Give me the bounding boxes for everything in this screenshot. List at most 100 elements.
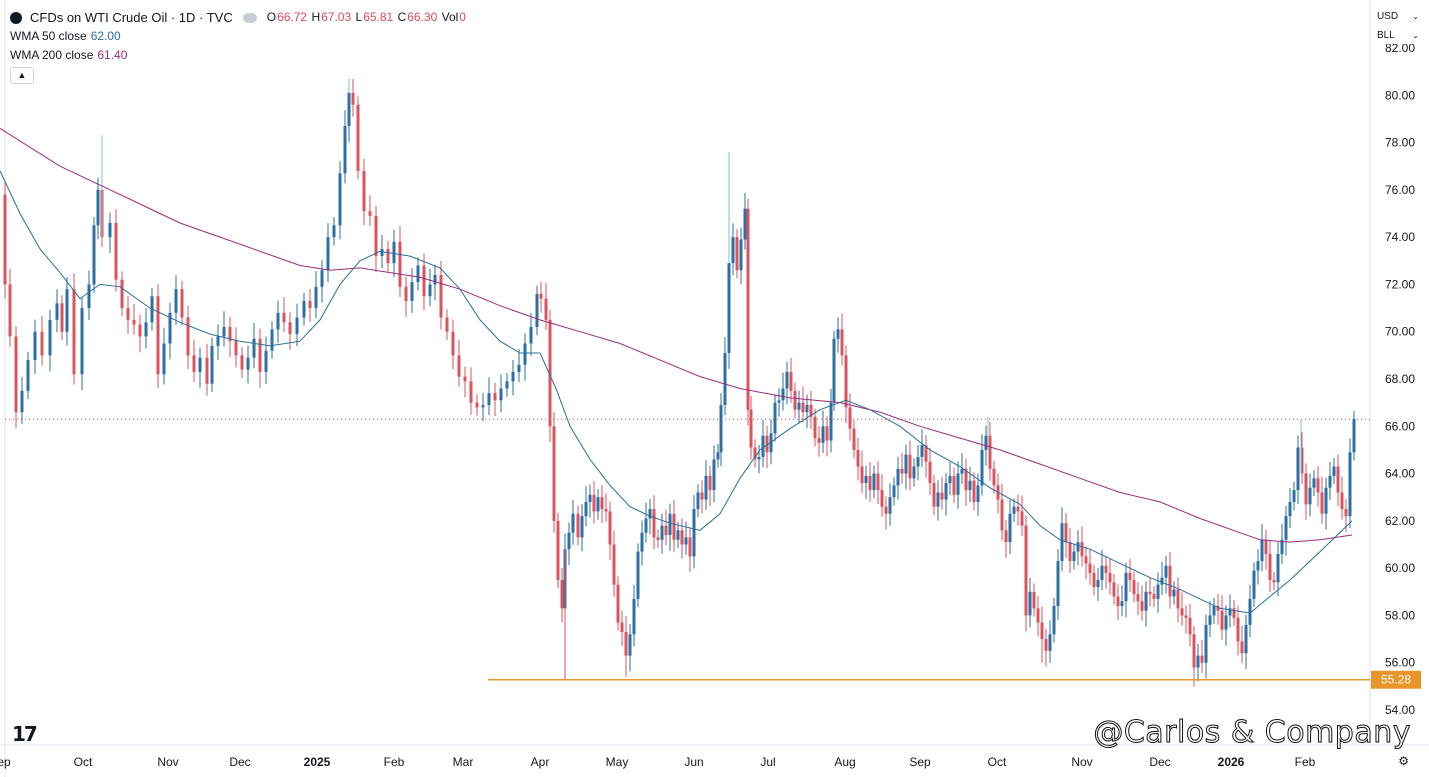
candle-body <box>1044 639 1048 651</box>
candle-body <box>1208 615 1212 625</box>
candle-body <box>761 435 765 458</box>
candle-body <box>964 468 968 491</box>
candle-body <box>48 319 52 356</box>
candle-body <box>944 483 948 500</box>
candle-body <box>351 92 355 105</box>
candle-body <box>246 357 250 370</box>
candle-body <box>1104 565 1108 573</box>
candle-body <box>1212 605 1216 616</box>
candle-body <box>596 497 600 512</box>
candle-body <box>789 371 793 391</box>
candle-body <box>648 509 652 519</box>
candle-body <box>320 270 324 287</box>
candle-body <box>1280 539 1284 554</box>
candle-body <box>1308 487 1312 505</box>
candle-body <box>644 518 648 533</box>
candle-body <box>588 494 592 502</box>
symbol-title[interactable]: CFDs on WTI Crude Oil · 1D · TVC <box>30 10 233 25</box>
candle-body <box>548 319 552 427</box>
x-tick-label: Mar <box>453 755 474 769</box>
unit-select[interactable]: BLL ⌄ <box>1377 28 1421 44</box>
x-tick-label: May <box>606 755 629 769</box>
y-tick-label: 64.00 <box>1385 467 1415 481</box>
candle-body <box>864 475 868 484</box>
candle-body <box>1040 622 1044 640</box>
candle-body <box>1064 523 1068 543</box>
candle-body <box>672 513 676 540</box>
candle-body <box>813 416 817 439</box>
candle-body <box>428 284 432 297</box>
candle-body <box>326 237 330 271</box>
candle-body <box>368 211 372 216</box>
candle-body <box>876 473 880 491</box>
candle-body <box>1320 492 1324 514</box>
candle-body <box>571 513 575 533</box>
wma50-legend[interactable]: WMA 50 close 62.00 <box>10 27 467 46</box>
candle-body <box>912 466 916 479</box>
candle-body <box>1164 565 1168 578</box>
candle-body <box>567 532 571 550</box>
candle-body <box>556 520 560 580</box>
candle-body <box>338 173 342 226</box>
candle-body <box>560 579 564 609</box>
candle-body <box>1236 617 1240 642</box>
candle-body <box>801 402 805 413</box>
candle-body <box>976 485 980 502</box>
candle-body <box>1260 539 1264 562</box>
x-tick-label: Sep <box>909 755 931 769</box>
candle-body <box>216 336 220 346</box>
tradingview-logo-icon[interactable]: 17 <box>12 722 38 746</box>
candle-body <box>719 405 723 453</box>
candle-body <box>252 338 256 358</box>
candle-body <box>374 215 378 257</box>
candle-body <box>33 331 37 361</box>
x-tick-label: Nov <box>157 755 178 769</box>
y-tick-label: 80.00 <box>1385 88 1415 102</box>
candle-body <box>493 393 497 401</box>
candle-body <box>825 426 829 441</box>
candle-body <box>1080 542 1084 557</box>
market-status-icon[interactable] <box>242 12 257 23</box>
candle-body <box>457 355 461 377</box>
candle-body <box>688 537 692 557</box>
candle-body <box>1252 570 1256 599</box>
settings-gear-icon[interactable]: ⚙ <box>1398 754 1409 768</box>
candle-body <box>1204 624 1208 663</box>
candle-body <box>1284 516 1288 540</box>
candle-body <box>343 126 347 174</box>
currency-select[interactable]: USD ⌄ <box>1377 9 1421 25</box>
candle-body <box>168 312 172 344</box>
x-tick-label: 2025 <box>304 755 331 769</box>
candle-body <box>604 509 608 512</box>
candle-body <box>948 475 952 484</box>
candle-body <box>398 241 402 287</box>
candle-body <box>1052 605 1056 635</box>
candle-body <box>1176 589 1180 609</box>
candle-body <box>1100 565 1104 580</box>
wma200-legend[interactable]: WMA 200 close 61.40 <box>10 46 467 65</box>
candle-body <box>1200 655 1204 663</box>
candle-body <box>1152 594 1156 599</box>
x-tick-label: Sep <box>0 755 11 769</box>
legend-collapse-button[interactable]: ▲ <box>10 67 34 84</box>
candle-body <box>1276 553 1280 583</box>
candle-body <box>210 345 214 384</box>
candle-body <box>552 426 556 521</box>
candle-body <box>258 338 262 372</box>
unit-label: BLL <box>1377 30 1395 41</box>
wma200-value: 61.40 <box>97 48 128 62</box>
candle-body <box>716 452 720 460</box>
candle-body <box>984 435 988 450</box>
candle-body <box>1292 490 1296 502</box>
candle-body <box>1304 473 1308 505</box>
chevron-down-icon: ⌄ <box>1412 31 1419 40</box>
candle-body <box>314 286 318 309</box>
y-tick-label: 70.00 <box>1385 325 1415 339</box>
candle-body <box>1000 499 1004 531</box>
candle-body <box>475 402 479 408</box>
candle-body <box>656 537 660 540</box>
candle-body <box>1180 608 1184 616</box>
chart-legend: CFDs on WTI Crude Oil · 1D · TVC O66.72 … <box>10 8 467 65</box>
